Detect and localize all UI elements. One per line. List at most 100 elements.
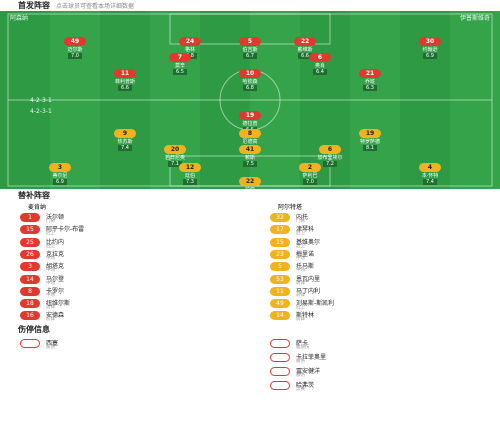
player-number: 11 <box>114 69 136 78</box>
sub-player[interactable]: 3 胡塔克 中场 <box>20 261 240 273</box>
player[interactable]: 22 戴维斯 6.6 <box>275 37 335 59</box>
player[interactable]: 9 热苏斯 7.4 <box>95 129 155 151</box>
sub-player[interactable]: 23 梅里诺 中场 <box>270 249 490 261</box>
player-rating: 6.9 <box>423 53 437 59</box>
player-name: 克拉克 <box>46 250 65 258</box>
sub-player[interactable]: 8 卡罗尔 中场 <box>20 286 240 298</box>
player-name: 迈尔斯 <box>67 47 83 53</box>
player[interactable]: 6 奥肖 6.4 <box>290 53 350 75</box>
player-rating: 7.5 <box>243 161 257 167</box>
player[interactable]: 5 伯吉斯 6.7 <box>220 37 280 59</box>
injured-player: 冨安健洋 膝伤 <box>270 366 490 378</box>
player[interactable]: 6 加布里埃尔 7.2 <box>300 145 360 167</box>
player-name: 纽维尔斯 <box>46 300 71 308</box>
sub-player[interactable]: 53 恩瓦内里 前锋 <box>270 274 490 286</box>
player-name: 冨安健洋 <box>296 368 321 375</box>
player-position: 前锋 <box>296 317 305 323</box>
player-number: 4 <box>419 163 441 172</box>
sub-player[interactable]: 32 内托 门将 <box>270 212 490 224</box>
player-rating: 6.6 <box>118 85 132 91</box>
player[interactable]: 21 乔班 6.3 <box>340 69 400 91</box>
player-rating: 6.6 <box>298 53 312 59</box>
player[interactable]: 12 廷伯 7.3 <box>160 163 220 185</box>
player-name: 伯吉斯 <box>242 47 258 53</box>
player-name: 奥肖 <box>314 63 325 69</box>
player-position: 前锋 <box>46 305 55 311</box>
player-number: 21 <box>359 69 381 78</box>
player[interactable]: 10 哈钦森 6.8 <box>220 69 280 91</box>
player-number: 16 <box>20 311 40 321</box>
sub-player[interactable]: 16 安德森 前锋 <box>20 310 240 322</box>
player-name: 莫辛 <box>174 63 185 69</box>
player-name: 德拉普 <box>242 121 258 127</box>
home-team: 阿森纳 <box>10 15 29 22</box>
sub-player[interactable]: 15 基维奥尔 后卫 <box>270 237 490 249</box>
player-position: 中场 <box>46 255 55 261</box>
coach: 麦肯纳 <box>28 204 47 211</box>
subtitle: 点击球员可查看本场详细数据 <box>56 3 135 10</box>
player-name: 热苏斯 <box>117 139 133 145</box>
player-position: 中场 <box>296 255 305 261</box>
player-number: 3 <box>49 163 71 172</box>
player-name: 比约内 <box>46 238 65 246</box>
player-name: 内托 <box>296 214 309 221</box>
player-position: 前锋 <box>296 292 305 298</box>
player-name: 廷伯 <box>184 173 195 179</box>
sub-player[interactable]: 17 津琴科 后卫 <box>270 224 490 236</box>
injury-note: 膝伤 <box>296 373 305 378</box>
sub-player[interactable]: 14 斯特林 前锋 <box>270 310 490 322</box>
away-team: 伊普斯维奇 <box>459 15 490 22</box>
player-number: 15 <box>270 237 290 247</box>
player[interactable]: 30 约翰逊 6.9 <box>400 37 460 59</box>
player[interactable]: 4 本·怀特 7.4 <box>400 163 460 185</box>
away-formation: 4-2-3-1 <box>30 108 52 115</box>
player-name: 约翰逊 <box>422 47 438 53</box>
player[interactable]: 41 赖斯 7.5 <box>220 145 280 167</box>
injury-icon <box>270 367 290 376</box>
player[interactable]: 20 若日尼奥 7.1 <box>145 145 205 167</box>
player-name: 安德森 <box>46 312 65 320</box>
player-name: 胡塔克 <box>46 263 65 271</box>
player-number: 10 <box>239 69 261 78</box>
player-name: 斯特林 <box>296 312 315 320</box>
sub-player[interactable]: 14 马尔登 中场 <box>20 274 240 286</box>
player[interactable]: 19 特罗萨德 8.1 <box>340 129 400 151</box>
sub-player[interactable]: 11 马丁内利 前锋 <box>270 286 490 298</box>
player[interactable]: 2 萨利巴 7.0 <box>280 163 340 185</box>
player-rating: 6.9 <box>53 179 67 185</box>
player-position: 后卫 <box>46 243 55 249</box>
injured-player: 萨卡 腿筋伤 <box>270 338 490 350</box>
player-name: 沃尔顿 <box>46 214 65 221</box>
player-name: 马尔登 <box>46 275 65 283</box>
player-number: 22 <box>239 177 261 186</box>
sub-player[interactable]: 25 比约内 后卫 <box>20 237 240 249</box>
sub-player[interactable]: 15 阿平卡尔-布雷 后卫 <box>20 224 240 236</box>
player-name: 萨利巴 <box>302 173 318 179</box>
player-name: 恩瓦内里 <box>296 275 321 283</box>
player[interactable]: 7 莫辛 6.5 <box>150 53 210 75</box>
player-number: 8 <box>239 129 261 138</box>
player-position: 前锋 <box>46 317 55 323</box>
injured-player: 西塞 膝伤 <box>20 338 240 350</box>
player-number: 2 <box>299 163 321 172</box>
player-name: 菲利普斯 <box>114 79 135 85</box>
player-position: 后卫 <box>296 231 305 237</box>
player[interactable]: 22拉亚7.0 <box>220 177 280 189</box>
player-name: 加布里埃尔 <box>317 155 343 161</box>
sub-player[interactable]: 1 沃尔顿 门将 <box>20 212 240 224</box>
sub-player[interactable]: 49 刘易斯-斯凯利 后卫 <box>270 298 490 310</box>
player-name: 哈弗茨 <box>296 382 315 389</box>
player[interactable]: 11 菲利普斯 6.6 <box>95 69 155 91</box>
player-number: 23 <box>270 249 290 259</box>
sub-player[interactable]: 18 纽维尔斯 前锋 <box>20 298 240 310</box>
player[interactable]: 49 迈尔斯 7.0 <box>45 37 105 59</box>
player-rating: 7.3 <box>183 179 197 185</box>
sub-player[interactable]: 26 克拉克 中场 <box>20 249 240 261</box>
coach: 阿尔特塔 <box>278 204 303 211</box>
injury-note: 膝伤 <box>296 359 305 364</box>
sub-player[interactable]: 5 托马斯 中场 <box>270 261 490 273</box>
player[interactable]: 3 蒂尔尼 6.9 <box>30 163 90 185</box>
player-position: 门将 <box>46 219 55 224</box>
player-number: 53 <box>270 274 290 284</box>
